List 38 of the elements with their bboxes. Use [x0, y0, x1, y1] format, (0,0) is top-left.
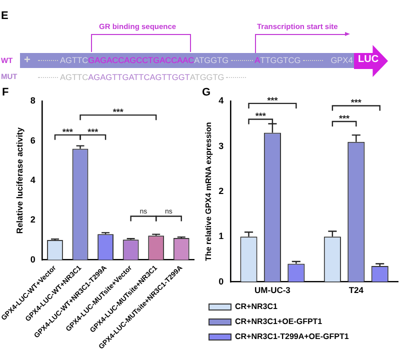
y-tick-label: 8 — [30, 96, 36, 106]
y-tick-label: 4 — [30, 175, 36, 186]
chart-title: G — [202, 86, 211, 99]
text: + — [24, 53, 30, 67]
text: GPX4 — [330, 55, 353, 65]
text: E — [1, 10, 8, 22]
text: AGAGTTGATTCAGTTGGT — [88, 72, 190, 82]
text: LUC — [358, 54, 379, 65]
text: A — [254, 55, 260, 65]
legend-label: CR+NR3C1+OE-GFPT1 — [235, 317, 323, 326]
annotation: *** — [112, 107, 124, 118]
annotation: *** — [88, 126, 99, 137]
x-tick-label: UM-UC-3 — [254, 285, 291, 296]
y-axis-title: The relative GPX4 mRNA expression — [204, 122, 214, 261]
x-tick-label: T24 — [348, 285, 364, 296]
y-tick-label: 1 — [218, 231, 224, 242]
annotation: *** — [62, 126, 74, 137]
text: ATGGTG — [190, 72, 224, 82]
y-axis-title: Relative luciferase activity — [14, 127, 25, 234]
text: ATGGTG — [194, 55, 229, 65]
y-tick-label: 4 — [218, 96, 224, 106]
y-tick-label: 2 — [30, 214, 36, 225]
text: TTGGTCG — [260, 55, 301, 65]
text: GAGACCAGCCTGACCAAC — [88, 55, 194, 65]
y-tick-label: 6 — [30, 135, 36, 146]
legend-label: CR+NR3C1 — [235, 302, 278, 312]
annotation: *** — [350, 98, 362, 108]
annotation: *** — [255, 111, 266, 122]
annotation: *** — [339, 114, 350, 124]
y-tick-label: 2 — [218, 186, 224, 196]
y-tick-label: 0 — [30, 254, 36, 264]
annotation: *** — [267, 95, 278, 106]
legend-label: CR+NR3C1-T299A+OE-GFPT1 — [235, 332, 350, 342]
text: AGTTC — [60, 72, 88, 82]
text: AGTTC — [60, 55, 88, 65]
chart-title: F — [2, 86, 9, 99]
y-tick-label: 0 — [218, 276, 224, 286]
y-tick-label: 3 — [218, 140, 224, 151]
